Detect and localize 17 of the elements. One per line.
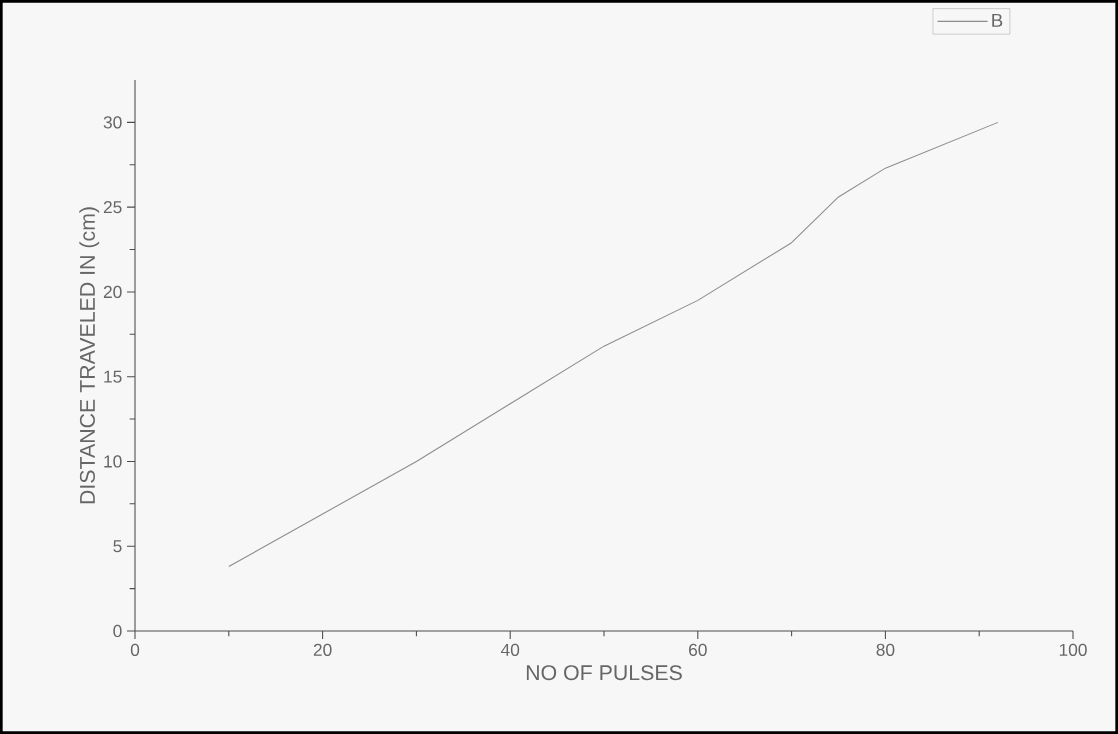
x-axis-title: NO OF PULSES [526,665,682,681]
x-tick-label: 100 [1059,643,1087,656]
y-tick-label: 25 [103,201,122,214]
y-tick-label: 0 [113,624,122,638]
legend-label: B [992,13,1003,27]
x-tick-label: 40 [500,643,520,656]
y-tick-label: 30 [103,116,122,129]
y-tick-label: 5 [113,540,122,553]
x-tick-label: 60 [689,643,707,656]
x-tick-label: 0 [130,643,140,656]
line-series [228,121,999,568]
y-tick-label: 15 [104,370,122,383]
x-tick-label: 20 [313,643,332,656]
y-axis-title: DISTANCE TRAVELED IN (cm) [79,207,100,504]
y-tick-label: 20 [103,285,122,299]
y-tick-label: 10 [104,455,122,468]
x-tick-label: 80 [876,643,895,656]
